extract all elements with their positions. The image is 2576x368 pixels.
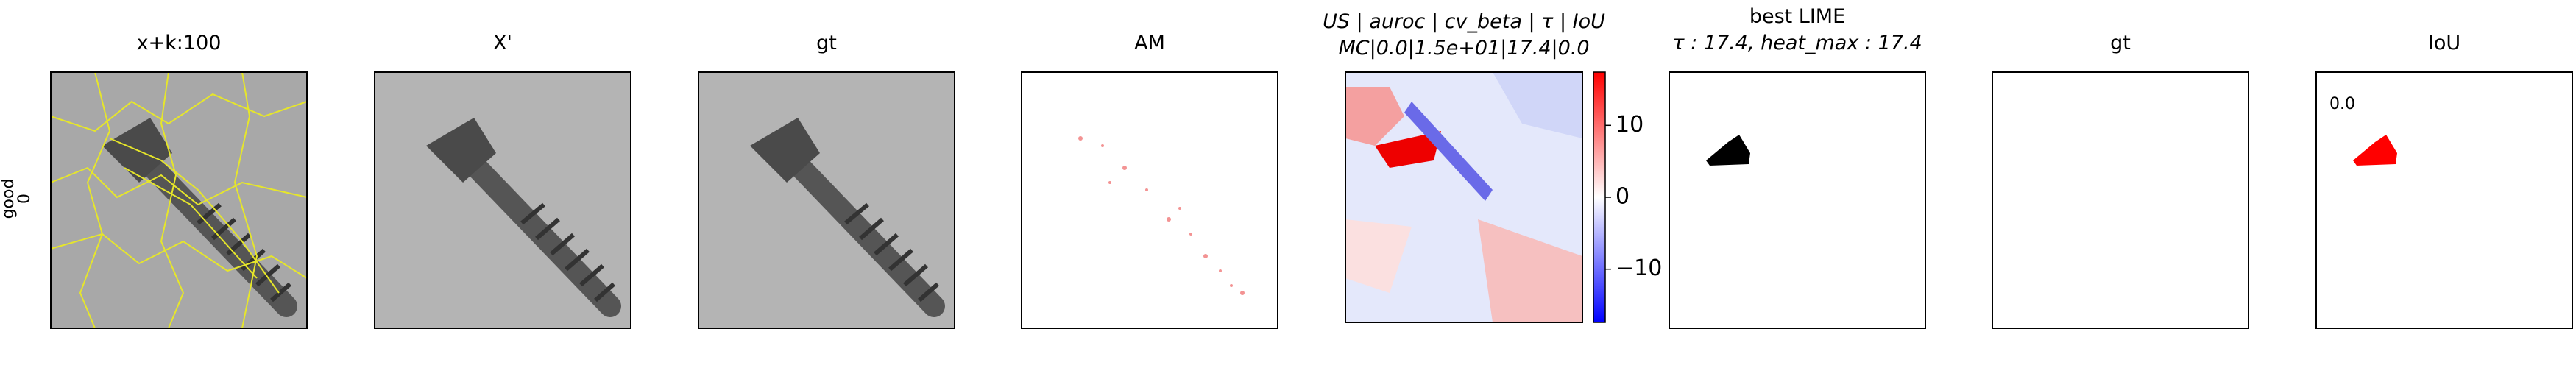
row-label: good 0 [0, 179, 34, 219]
colorbar-tick-label: −10 [1616, 255, 1662, 281]
panel [1345, 71, 1583, 323]
panel [698, 71, 955, 329]
panel-title: US | auroc | cv_beta | τ | IoU [1323, 10, 1605, 33]
panel-title: gt [816, 32, 837, 54]
panel-title: gt [2110, 32, 2131, 54]
colorbar: −10 0 10 [1593, 71, 1662, 323]
panel [50, 71, 308, 329]
panel-title: best LIME [1749, 5, 1845, 28]
annotation: 0.0 [2329, 95, 2355, 113]
colorbar-tick-label: 10 [1616, 112, 1643, 138]
colorbar-tick-label: 0 [1616, 184, 1630, 210]
panel-title: MC|0.0|1.5e+01|17.4|0.0 [1338, 37, 1589, 60]
panel-title: IoU [2428, 32, 2460, 54]
row-label-line: 0 [15, 194, 34, 204]
panel [374, 71, 631, 329]
panel: 0.0 [2315, 71, 2573, 329]
panel-title: AM [1134, 32, 1165, 54]
panel [1669, 71, 1926, 329]
panel-title: X' [493, 32, 512, 54]
panel-title: τ : 17.4, heat_max : 17.4 [1672, 32, 1922, 54]
panel-title: x+k:100 [137, 32, 222, 54]
row-label-line: good [0, 179, 18, 219]
panel [1021, 71, 1278, 329]
panel [1992, 71, 2249, 329]
